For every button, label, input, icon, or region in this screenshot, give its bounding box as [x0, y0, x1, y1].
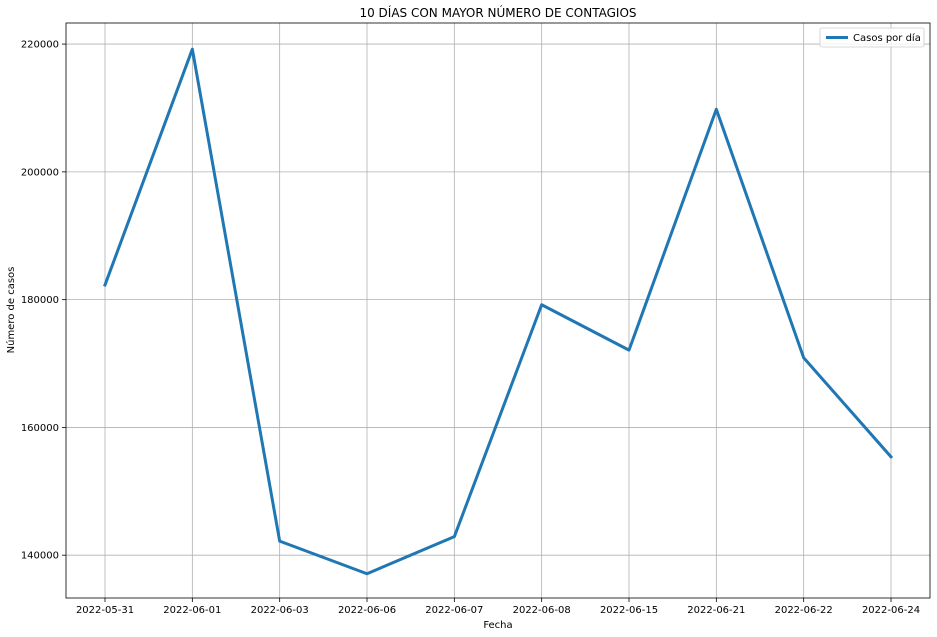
x-tick-label: 2022-05-31	[76, 605, 134, 616]
grid	[66, 23, 930, 598]
legend: Casos por día	[819, 27, 925, 48]
series-line	[103, 47, 894, 576]
x-tick-label: 2022-06-03	[251, 605, 309, 616]
series-layer	[103, 47, 894, 576]
y-axis-label: Número de casos	[5, 267, 17, 354]
x-tick-label: 2022-06-08	[513, 605, 571, 616]
x-tick-label: 2022-06-07	[425, 605, 483, 616]
x-tick-label: 2022-06-22	[775, 605, 833, 616]
chart-title: 10 DÍAS CON MAYOR NÚMERO DE CONTAGIOS	[359, 5, 636, 20]
x-tick-label: 2022-06-01	[163, 605, 221, 616]
x-tick-label: 2022-06-21	[687, 605, 745, 616]
y-tick-label: 220000	[21, 40, 59, 51]
x-tick-label: 2022-06-15	[600, 605, 658, 616]
x-axis-label: Fecha	[483, 620, 512, 631]
legend-box	[819, 27, 925, 48]
y-tick-label: 180000	[21, 295, 59, 306]
legend-label: Casos por día	[853, 32, 921, 44]
plot-frame	[65, 22, 931, 599]
y-tick-label: 160000	[21, 423, 59, 434]
y-tick-label: 200000	[21, 167, 59, 178]
x-tick-label: 2022-06-24	[862, 605, 920, 616]
y-tick-label: 140000	[21, 551, 59, 562]
axis-ticks: 140000 160000 180000 200000 220000 2022-05-31…	[21, 40, 920, 616]
x-tick-label: 2022-06-06	[338, 605, 396, 616]
